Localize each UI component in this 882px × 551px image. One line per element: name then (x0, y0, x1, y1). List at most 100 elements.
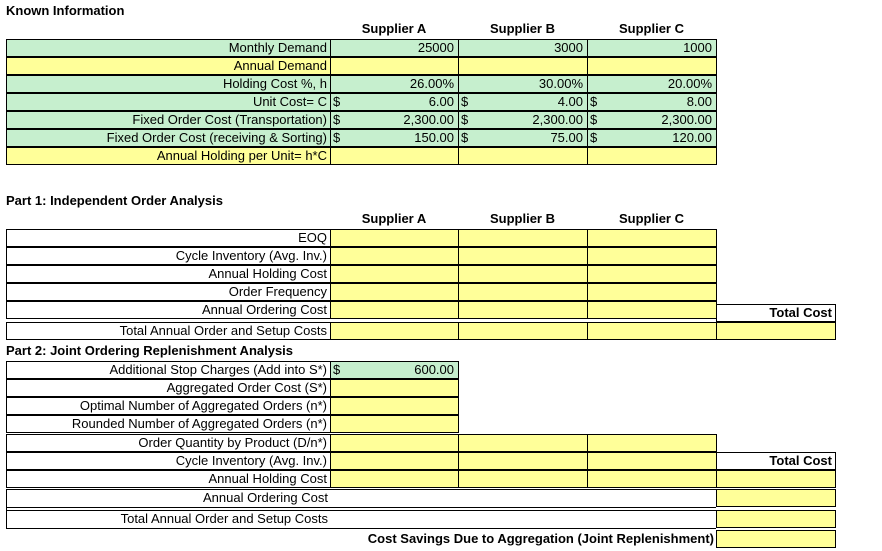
p2-stop-charge-cell[interactable]: $600.00 (330, 361, 459, 379)
p2-holding-b[interactable] (458, 470, 588, 488)
p2-qty-a[interactable] (330, 434, 459, 452)
label-annual-demand: Annual Demand (6, 57, 331, 75)
label-aggregated-order-cost: Aggregated Order Cost (S*) (6, 379, 331, 397)
cell-annual-holding-unit-b[interactable] (458, 147, 588, 165)
cell-holding-cost-a[interactable]: 26.00% (330, 75, 459, 93)
value: 120.00 (672, 130, 712, 145)
divider (6, 489, 7, 529)
cell-fixed-transport-c[interactable]: $2,300.00 (587, 111, 717, 129)
p2-total-ordering[interactable] (716, 489, 836, 507)
p1-frequency-b[interactable] (458, 283, 588, 301)
p2-cycle-b[interactable] (458, 452, 588, 470)
label-fixed-order-transport: Fixed Order Cost (Transportation) (6, 111, 331, 129)
currency-symbol: $ (333, 112, 341, 127)
currency-symbol: $ (590, 112, 598, 127)
label-optimal-orders: Optimal Number of Aggregated Orders (n*) (6, 397, 331, 415)
cell-unit-cost-c[interactable]: $8.00 (587, 93, 717, 111)
part1-header-supplier-b: Supplier B (489, 211, 555, 226)
label-annual-holding-cost: Annual Holding Cost (6, 265, 331, 283)
cell-annual-holding-unit-a[interactable] (330, 147, 459, 165)
cell-unit-cost-b[interactable]: $4.00 (458, 93, 588, 111)
p1-total-c[interactable] (587, 322, 717, 340)
cell-monthly-demand-c[interactable]: 1000 (587, 39, 717, 57)
cell-fixed-receiving-a[interactable]: $150.00 (330, 129, 459, 147)
cell-holding-cost-c[interactable]: 20.00% (587, 75, 717, 93)
p2-holding-a[interactable] (330, 470, 459, 488)
label-order-quantity-product: Order Quantity by Product (D/n*) (6, 434, 331, 452)
p1-total-cost-value[interactable] (716, 322, 836, 340)
label-eoq: EOQ (6, 229, 331, 247)
p1-eoq-c[interactable] (587, 229, 717, 247)
p2-qty-b[interactable] (458, 434, 588, 452)
p1-eoq-b[interactable] (458, 229, 588, 247)
cell-monthly-demand-a[interactable]: 25000 (330, 39, 459, 57)
p2-holding-c[interactable] (587, 470, 717, 488)
cell-fixed-receiving-c[interactable]: $120.00 (587, 129, 717, 147)
label-p2-total-annual: Total Annual Order and Setup Costs (120, 511, 328, 526)
p2-total-annual[interactable] (716, 510, 836, 528)
label-total-annual-costs: Total Annual Order and Setup Costs (6, 322, 331, 340)
cell-fixed-transport-b[interactable]: $2,300.00 (458, 111, 588, 129)
p2-cost-savings-value[interactable] (716, 530, 836, 548)
value: 2,300.00 (403, 112, 454, 127)
label-unit-cost: Unit Cost= C (6, 93, 331, 111)
p1-cycle-a[interactable] (330, 247, 459, 265)
p1-eoq-a[interactable] (330, 229, 459, 247)
p2-total-holding[interactable] (716, 470, 836, 488)
label-annual-ordering-cost: Annual Ordering Cost (6, 301, 331, 319)
cell-unit-cost-a[interactable]: $6.00 (330, 93, 459, 111)
label-p2-cycle-inventory: Cycle Inventory (Avg. Inv.) (6, 452, 331, 470)
currency-symbol: $ (333, 362, 341, 377)
cell-monthly-demand-b[interactable]: 3000 (458, 39, 588, 57)
p1-holding-c[interactable] (587, 265, 717, 283)
value: 600.00 (414, 362, 454, 377)
cell-fixed-receiving-b[interactable]: $75.00 (458, 129, 588, 147)
p2-cycle-a[interactable] (330, 452, 459, 470)
p2-rounded-orders-cell[interactable] (330, 415, 459, 433)
label-p2-annual-ordering: Annual Ordering Cost (202, 490, 328, 505)
p2-cycle-c[interactable] (587, 452, 717, 470)
label-additional-stop-charges: Additional Stop Charges (Add into S*) (6, 361, 331, 379)
cell-annual-demand-a[interactable] (330, 57, 459, 75)
part1-header-supplier-c: Supplier C (618, 211, 684, 226)
p1-frequency-a[interactable] (330, 283, 459, 301)
p1-total-a[interactable] (330, 322, 459, 340)
label-holding-cost: Holding Cost %, h (6, 75, 331, 93)
p2-qty-c[interactable] (587, 434, 717, 452)
cell-annual-demand-b[interactable] (458, 57, 588, 75)
cell-holding-cost-b[interactable]: 30.00% (458, 75, 588, 93)
known-info-title: Known Information (6, 3, 125, 18)
cell-annual-demand-c[interactable] (587, 57, 717, 75)
p1-cycle-b[interactable] (458, 247, 588, 265)
p1-frequency-c[interactable] (587, 283, 717, 301)
currency-symbol: $ (333, 130, 341, 145)
p1-cycle-c[interactable] (587, 247, 717, 265)
value: 4.00 (557, 94, 583, 109)
value: 6.00 (428, 94, 454, 109)
currency-symbol: $ (461, 112, 469, 127)
label-order-frequency: Order Frequency (6, 283, 331, 301)
part2-total-cost-label: Total Cost (716, 452, 836, 470)
label-annual-holding-per-unit: Annual Holding per Unit= h*C (6, 147, 331, 165)
value: 2,300.00 (661, 112, 712, 127)
known-header-supplier-c: Supplier C (618, 21, 684, 36)
p2-optimal-orders-cell[interactable] (330, 397, 459, 415)
p1-total-b[interactable] (458, 322, 588, 340)
p1-ordering-b[interactable] (458, 301, 588, 319)
divider (6, 507, 716, 508)
p1-ordering-a[interactable] (330, 301, 459, 319)
p1-ordering-c[interactable] (587, 301, 717, 319)
currency-symbol: $ (333, 94, 341, 109)
label-rounded-orders: Rounded Number of Aggregated Orders (n*) (6, 415, 331, 433)
label-fixed-order-receiving: Fixed Order Cost (receiving & Sorting) (6, 129, 331, 147)
known-header-supplier-a: Supplier A (361, 21, 427, 36)
p2-aggregated-cost-cell[interactable] (330, 379, 459, 397)
value: 150.00 (414, 130, 454, 145)
value: 8.00 (686, 94, 712, 109)
cell-fixed-transport-a[interactable]: $2,300.00 (330, 111, 459, 129)
divider (6, 510, 716, 511)
cell-annual-holding-unit-c[interactable] (587, 147, 717, 165)
currency-symbol: $ (590, 130, 598, 145)
p1-holding-a[interactable] (330, 265, 459, 283)
p1-holding-b[interactable] (458, 265, 588, 283)
